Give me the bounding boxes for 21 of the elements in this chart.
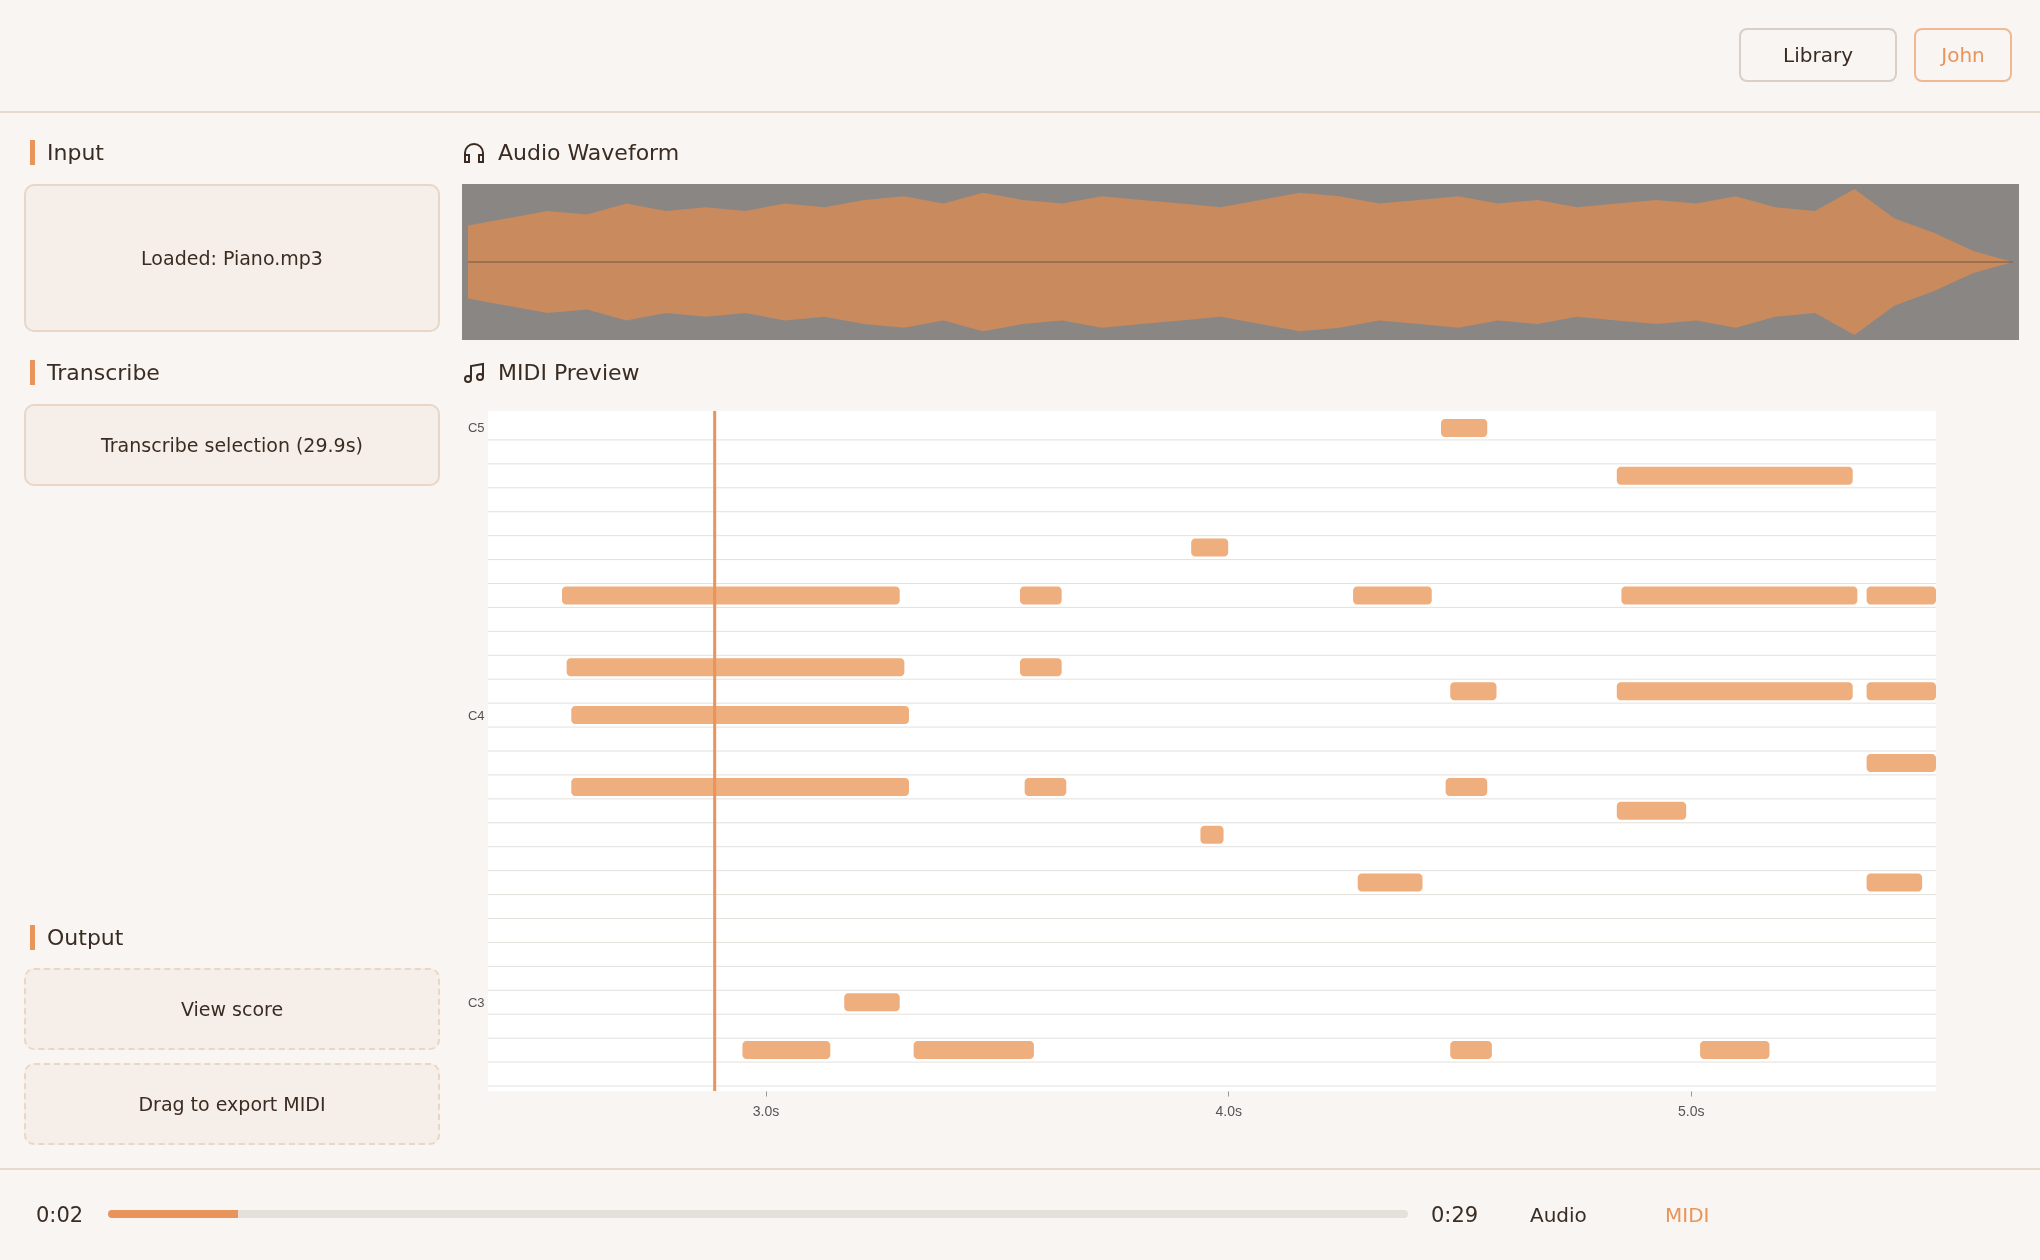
text: 0:29 (1431, 1203, 1479, 1227)
text: John (1941, 43, 1985, 67)
text: Transcribe (47, 360, 160, 385)
y-tick-label: C4 (467, 707, 485, 723)
text: Drag to export MIDI (138, 1093, 326, 1115)
text: Output (47, 925, 124, 950)
text: Loaded: Piano.mp3 (141, 247, 323, 269)
text: View score (180, 998, 284, 1020)
text: Input (47, 140, 104, 165)
chart-title: MIDI Preview (498, 360, 640, 385)
x-tick-label: 5.0s (1678, 1102, 1705, 1119)
x-tick-label: 3.0s (752, 1102, 780, 1119)
text: Audio (1530, 1203, 1587, 1227)
text: Library (1783, 43, 1853, 67)
chart-title: Audio Waveform (498, 140, 680, 165)
y-tick-label: C5 (467, 420, 485, 436)
text: 0:02 (36, 1203, 84, 1227)
x-tick-label: 4.0s (1215, 1102, 1242, 1119)
text: Transcribe selection (29.9s) (100, 434, 363, 456)
y-tick-label: C3 (467, 994, 485, 1010)
text: MIDI (1665, 1203, 1710, 1227)
